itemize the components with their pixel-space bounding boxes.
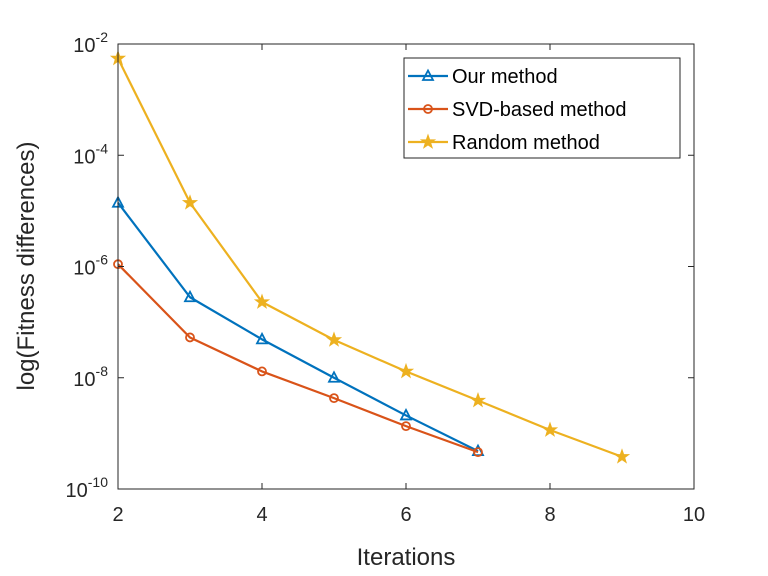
series-line-our-method (117, 202, 479, 453)
data-point-our-method (183, 289, 197, 303)
x-tick-label: 4 (256, 504, 267, 526)
data-point-our-method (327, 370, 341, 383)
legend-label-random-method: Random method (452, 132, 600, 154)
y-tick-label: 10-6 (73, 252, 108, 280)
legend: Our method SVD-based method Random method (403, 57, 681, 159)
legend-label-svd-based-method: SVD-based method (452, 99, 627, 121)
series-layer (109, 49, 631, 464)
data-point-random-method (325, 331, 343, 347)
data-point-random-method (181, 194, 199, 210)
x-tick-label: 8 (544, 504, 555, 526)
data-point-our-method (399, 408, 413, 421)
data-point-svd-based-method (257, 366, 267, 377)
y-tick-label: 10-10 (66, 474, 109, 502)
legend-marker-svd-based-method (423, 104, 433, 114)
data-point-our-method (255, 331, 269, 345)
legend-marker-random-method (419, 133, 437, 149)
data-point-random-method (253, 293, 271, 309)
x-tick-label: 2 (112, 504, 123, 526)
y-axis-label: log(Fitness differences) (13, 142, 40, 391)
x-tick-label: 10 (683, 504, 705, 526)
data-point-random-method (613, 448, 631, 464)
data-point-svd-based-method (185, 332, 195, 343)
legend-label-our-method: Our method (452, 66, 558, 88)
data-point-svd-based-method (473, 447, 483, 458)
data-point-random-method (469, 391, 487, 408)
x-axis-label: Iterations (357, 544, 456, 571)
legend-box (403, 57, 681, 159)
y-tick-label: 10-4 (73, 140, 108, 168)
x-tick-label: 6 (400, 504, 411, 526)
data-point-svd-based-method (329, 393, 339, 404)
series-line-svd-based-method (117, 263, 479, 454)
data-point-random-method (397, 362, 415, 379)
data-point-svd-based-method (401, 421, 411, 432)
data-point-random-method (541, 421, 559, 437)
legend-marker-our-method (421, 68, 435, 81)
axes-layer: 2 4 6 8 10 10-10 10-8 10-6 10-4 10-2 (66, 29, 706, 526)
series-line-random-method (117, 57, 623, 458)
y-tick-label: 10-2 (73, 29, 108, 57)
y-tick-label: 10-8 (73, 363, 108, 391)
